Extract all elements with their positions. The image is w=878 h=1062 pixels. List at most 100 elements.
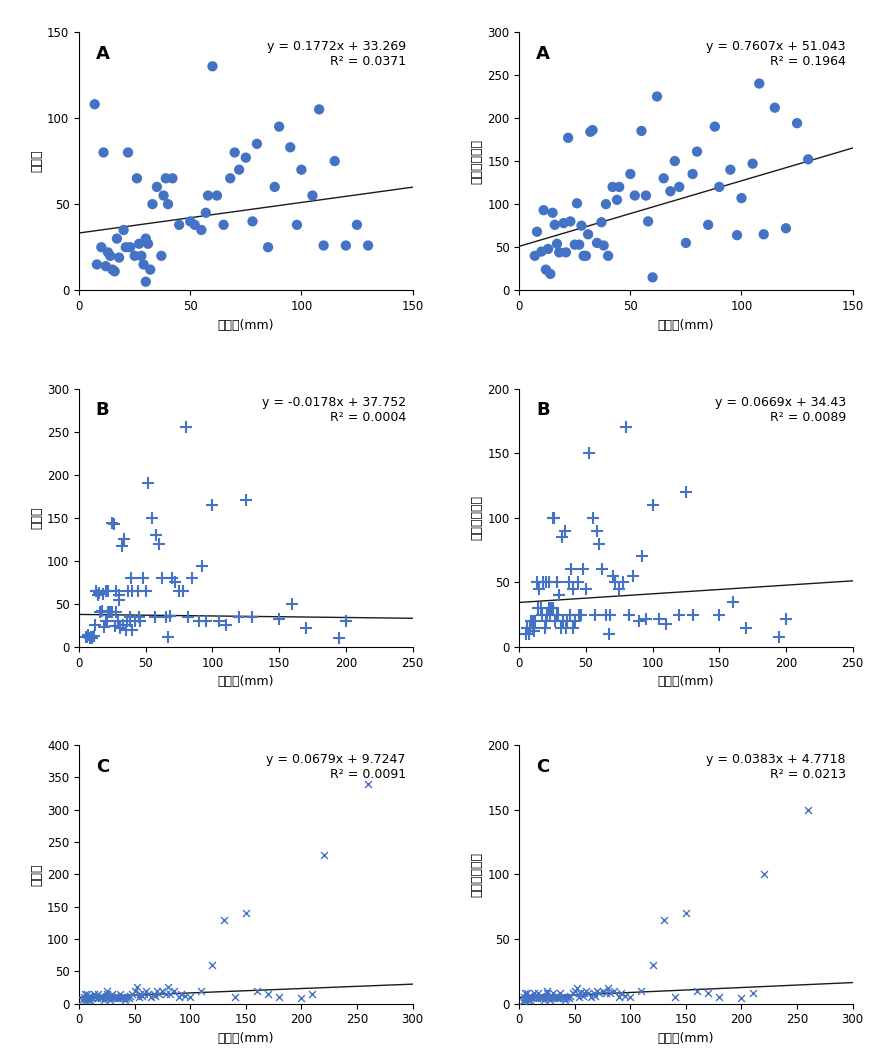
Point [724,594,738,611]
Point [611,580,625,597]
Point [109,604,123,621]
Point [249,135,263,152]
Point [108,618,122,635]
Y-axis label: 만명당발생률: 만명당발생률 [470,495,483,541]
Point [579,982,593,999]
Text: C: C [536,758,549,776]
Point [306,187,320,204]
Point [789,115,803,132]
Point [543,606,557,623]
Point [143,261,157,278]
Point [527,247,541,264]
Point [145,510,159,527]
Point [542,989,556,1006]
Point [678,905,692,922]
Point [545,600,559,617]
Point [547,217,561,234]
Point [611,178,625,195]
Point [651,610,666,627]
Point [128,613,142,630]
Point [107,989,121,1006]
Point [529,990,543,1007]
Point [159,170,173,187]
Point [572,984,587,1001]
Point [548,988,562,1005]
Point [83,630,97,647]
Point [139,582,153,599]
Point [161,979,175,996]
Point [541,990,555,1007]
Point [85,628,99,645]
X-axis label: 강수량(mm): 강수량(mm) [218,675,274,688]
Point [738,619,752,636]
Point [121,989,135,1006]
Point [205,496,220,513]
Point [546,510,560,527]
Point [627,187,641,204]
Point [533,600,547,617]
Point [159,986,173,1003]
Point [543,600,558,617]
Point [541,600,555,617]
Point [210,187,224,204]
Point [598,606,612,623]
Point [306,986,320,1003]
X-axis label: 강수량(mm): 강수량(mm) [657,675,713,688]
Point [606,982,620,999]
Point [272,611,286,628]
Point [638,187,652,204]
Point [176,582,190,599]
Point [103,247,117,264]
Point [290,217,304,234]
Point [529,223,543,240]
Point [678,235,692,252]
Point [609,191,623,208]
Point [232,161,246,178]
Point [778,610,792,627]
Point [543,991,557,1008]
Point [116,617,130,634]
Point [615,573,630,590]
Point [570,573,584,590]
Point [522,989,536,1006]
Point [114,989,128,1006]
Point [530,984,544,1001]
Point [97,619,112,636]
Point [529,573,543,590]
Point [598,984,612,1001]
Point [536,991,551,1008]
Point [656,170,670,187]
Point [625,567,639,584]
Point [181,609,195,626]
Point [554,989,568,1006]
Y-axis label: 만명당발생률: 만명당발생률 [470,852,483,897]
Point [631,613,645,630]
Point [545,510,559,527]
Point [111,989,125,1006]
Point [127,982,141,999]
Point [155,982,169,999]
Point [623,166,637,183]
Point [272,989,286,1006]
Point [586,984,600,1001]
Point [572,236,586,253]
Point [526,623,540,640]
Point [734,190,748,207]
Point [185,569,199,586]
Point [667,153,681,170]
Point [623,989,637,1006]
Point [581,445,595,462]
Point [685,606,699,623]
Point [107,263,121,280]
Point [110,230,124,247]
Point [601,626,615,643]
Point [104,603,118,620]
Point [198,204,212,221]
Point [539,984,553,1001]
Point [130,979,144,996]
Point [667,989,681,1006]
Point [558,991,572,1008]
Point [602,606,616,623]
Point [90,990,104,1007]
Point [550,236,564,253]
